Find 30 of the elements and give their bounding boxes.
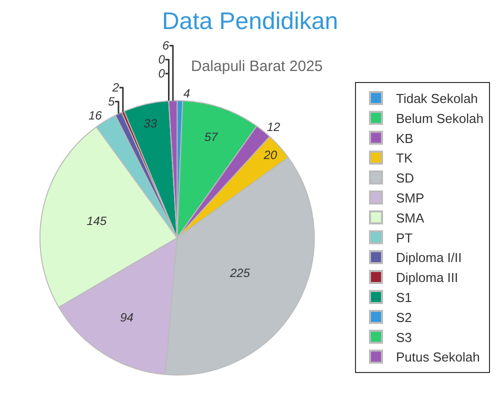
legend-label: KB (396, 130, 414, 146)
chart-title: Data Pendidikan (162, 8, 338, 35)
legend-label: S2 (396, 310, 412, 325)
data-label: 94 (120, 310, 134, 324)
legend-label: S3 (396, 330, 412, 345)
legend-label: SMP (396, 190, 424, 206)
legend-label: PT (396, 230, 413, 246)
legend-label: TK (396, 150, 413, 166)
data-label: 2 (111, 80, 120, 95)
legend-label: SD (396, 170, 414, 186)
data-label: 33 (144, 116, 158, 130)
legend-label: Belum Sekolah (396, 110, 484, 126)
data-label: 20 (262, 148, 278, 162)
data-label: 4 (183, 86, 190, 101)
legend-label: Diploma III (396, 270, 458, 286)
legend-label: Putus Sekolah (396, 350, 480, 365)
legend-label: SMA (396, 210, 424, 226)
data-label: 16 (88, 108, 102, 123)
legend-label: Diploma I/II (396, 250, 462, 266)
data-label: 225 (228, 266, 250, 280)
data-label: 5 (108, 94, 115, 109)
legend-label: S1 (396, 290, 412, 306)
data-label: 6 (162, 38, 170, 53)
text: 0 (158, 52, 165, 67)
text: Dalapuli Barat 2025 (191, 58, 323, 75)
data-label: 12 (266, 120, 281, 134)
legend-label: Tidak Sekolah (396, 91, 478, 106)
text: 0 (158, 66, 165, 81)
data-label: 57 (204, 130, 220, 144)
data-label: 145 (86, 214, 107, 228)
